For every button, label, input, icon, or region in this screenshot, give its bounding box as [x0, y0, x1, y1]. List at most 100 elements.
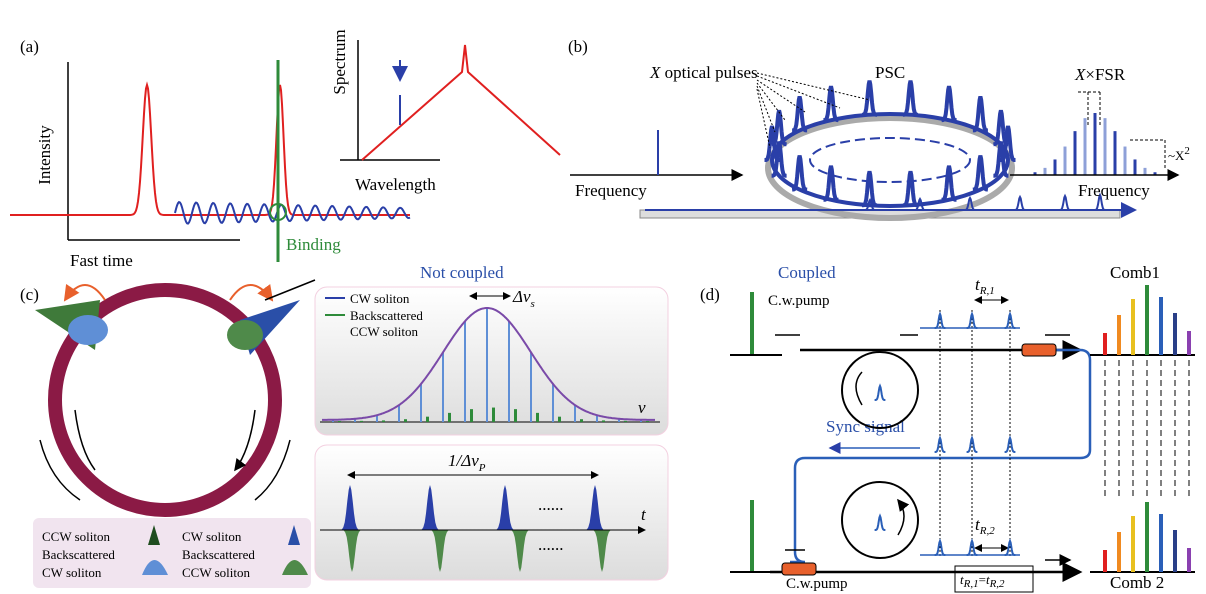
axis-label: Frequency	[575, 181, 647, 200]
resonator-label: PSC	[875, 63, 905, 82]
ccw-pulse	[340, 530, 364, 572]
bus-pulse	[1014, 194, 1026, 211]
text: optical pulses	[660, 63, 757, 82]
ccw-comb-bar	[492, 407, 495, 422]
pulse	[1004, 435, 1016, 453]
text: ×FSR	[1085, 65, 1125, 84]
comb-label: Comb 2	[1110, 573, 1164, 592]
axis-label: t	[641, 505, 647, 524]
axis-label: ν	[638, 398, 646, 417]
dots: ......	[538, 535, 564, 554]
ccw-comb-bar	[558, 416, 561, 422]
bus-pulse	[1059, 193, 1071, 211]
sync-label: Sync signal	[826, 417, 905, 436]
ring-pulse	[903, 170, 918, 208]
ccw-comb-bar	[426, 416, 429, 422]
legend-text: Backscattered	[42, 547, 115, 562]
cw-pulse	[418, 485, 442, 530]
ring-pulse	[874, 383, 886, 401]
legend-icon	[288, 525, 300, 545]
ring-pulse	[941, 165, 957, 202]
ccw-comb-bar	[624, 420, 627, 422]
panel-label: (a)	[20, 37, 39, 56]
panel-label: (d)	[700, 285, 720, 304]
legend-text: CCW soliton	[350, 324, 419, 339]
ccw-comb-bar	[536, 412, 539, 422]
ccw-comb-bar	[404, 419, 407, 422]
panel-title: Coupled	[778, 263, 836, 282]
binding-label: Binding	[286, 235, 341, 254]
legend-text: CCW soliton	[182, 565, 251, 580]
ring	[765, 115, 1015, 221]
cw-pulse	[338, 485, 362, 530]
axis-label: Spectrum	[330, 29, 349, 94]
ring-pulse	[972, 155, 989, 192]
legend-text: CW soliton	[42, 565, 102, 580]
pulse	[966, 311, 978, 329]
pulse	[966, 435, 978, 453]
text: X	[649, 63, 661, 82]
text: PSC	[875, 63, 905, 82]
circulation	[809, 137, 971, 183]
axis-label: Wavelength	[355, 175, 436, 194]
text: t	[986, 572, 990, 587]
ccw-comb-bar	[580, 419, 583, 422]
ccw-comb-bar	[470, 409, 473, 422]
ccw-comb-bar	[382, 420, 385, 422]
text: 1/Δν	[448, 451, 479, 470]
text: s	[531, 298, 535, 310]
period-label: tR,2	[975, 515, 995, 537]
spacing-label: X×FSR	[1074, 65, 1126, 84]
ring-pulse	[771, 109, 787, 147]
spacing-marks	[1078, 91, 1166, 168]
comb-label: Comb1	[1110, 263, 1160, 282]
ccw-comb-bar	[646, 420, 649, 422]
ring-pulse	[972, 95, 988, 133]
oscillation	[174, 200, 411, 225]
pulse	[934, 311, 946, 329]
width-label: Δνs	[512, 287, 535, 310]
ring	[841, 481, 919, 559]
pump-label: C.w.pump	[768, 293, 830, 309]
text: Δν	[512, 287, 531, 306]
binding-circle	[269, 203, 287, 221]
ccw-comb-bar	[514, 409, 517, 422]
text: ~X	[1168, 148, 1185, 163]
ring-field	[770, 112, 1010, 208]
circulation	[855, 371, 904, 536]
text: R,2	[989, 578, 1005, 590]
modulator	[781, 562, 817, 576]
dots: ......	[538, 495, 564, 514]
ccw-comb-bar	[338, 420, 341, 422]
direction-arrows	[39, 279, 316, 501]
ccw-comb-bar	[602, 420, 605, 422]
ccw-comb-bar	[448, 412, 451, 422]
ring-pulse	[764, 125, 780, 162]
axis-label: Frequency	[1078, 181, 1150, 200]
time-box	[314, 444, 669, 581]
legend-text: CW soliton	[350, 291, 410, 306]
ring-pulse	[941, 85, 957, 123]
modulator	[1021, 343, 1057, 357]
ring-pulse	[823, 85, 839, 123]
flow-arrows	[775, 334, 1070, 560]
pump-label: C.w.pump	[786, 576, 848, 592]
equality: tR,1=tR,2	[960, 572, 1005, 590]
ring-pulse	[792, 95, 808, 133]
ccw-pulse	[590, 530, 614, 572]
period-label: 1/ΔνP	[448, 451, 486, 474]
legend-text: Backscattered	[350, 308, 423, 323]
text: P	[478, 462, 486, 474]
ring-pulse	[903, 80, 918, 117]
legend-text: CW soliton	[182, 529, 242, 544]
legend-icon	[142, 560, 168, 575]
ring-pulse	[993, 141, 1009, 178]
timing-lines	[939, 310, 1011, 558]
pulse	[934, 435, 946, 453]
legend-icon	[148, 525, 160, 545]
period-label: tR,1	[975, 275, 995, 297]
ring-pulse	[771, 141, 787, 178]
pulse-curve	[10, 81, 410, 216]
spectrum-box	[314, 286, 669, 436]
